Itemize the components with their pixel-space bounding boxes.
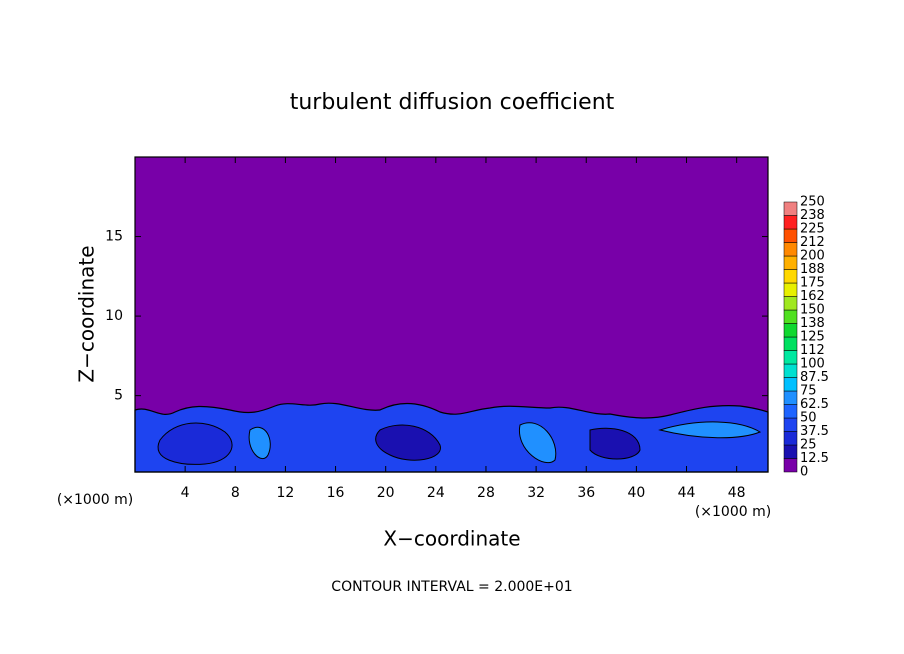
x-tick-label: 32 [527, 485, 545, 501]
plot-area [134, 156, 769, 473]
contour-note: CONTOUR INTERVAL = 2.000E+01 [331, 579, 572, 595]
x-tick-label: 44 [678, 485, 696, 501]
x-tick-label: 8 [231, 485, 240, 501]
colorbar-chip [783, 242, 798, 257]
x-tick-label: 40 [627, 485, 645, 501]
colorbar-label: 200 [800, 249, 825, 264]
colorbar-chip [783, 404, 798, 419]
colorbar-chip [783, 215, 798, 230]
field-patch [375, 424, 641, 461]
colorbar-chip [783, 431, 798, 446]
colorbar-label: 37.5 [800, 424, 829, 439]
colorbar-label: 112 [800, 343, 825, 358]
colorbar-chip [783, 282, 798, 297]
colorbar-chip [783, 363, 798, 378]
colorbar-label: 150 [800, 303, 825, 318]
colorbar-label: 175 [800, 276, 825, 291]
x-tick-label: 16 [327, 485, 345, 501]
colorbar-chip [783, 417, 798, 432]
colorbar-label: 50 [800, 411, 817, 426]
colorbar-label: 75 [800, 384, 817, 399]
colorbar-chip [783, 323, 798, 338]
colorbar-label: 100 [800, 357, 825, 372]
colorbar-chip [783, 269, 798, 284]
colorbar-label: 212 [800, 235, 825, 250]
y-axis-label: Z−coordinate [75, 245, 99, 382]
colorbar-chip [783, 309, 798, 324]
field-patch [248, 421, 762, 463]
colorbar-chip [783, 296, 798, 311]
colorbar-chip [783, 228, 798, 243]
colorbar-chip [783, 444, 798, 459]
x-tick-label: 4 [181, 485, 190, 501]
y-tick-label: 5 [114, 388, 123, 404]
colorbar-label: 25 [800, 438, 817, 453]
colorbar-label: 0 [800, 465, 808, 480]
y-unit-label: (×1000 m) [57, 492, 133, 508]
colorbar-label: 12.5 [800, 451, 829, 466]
colorbar-chip [783, 255, 798, 270]
x-unit-label: (×1000 m) [695, 504, 771, 520]
x-tick-label: 36 [577, 485, 595, 501]
colorbar-chip [783, 350, 798, 365]
chart-title: turbulent diffusion coefficient [290, 90, 615, 115]
colorbar-chip [783, 377, 798, 392]
colorbar-label: 87.5 [800, 370, 829, 385]
x-tick-label: 24 [427, 485, 445, 501]
colorbar-label: 225 [800, 222, 825, 237]
field-patch [157, 422, 233, 465]
plot-frame [134, 156, 769, 473]
colorbar-chip [783, 390, 798, 405]
colorbar-chip [783, 201, 798, 216]
colorbar-chip [783, 458, 798, 473]
colorbar-chip [783, 336, 798, 351]
colorbar-label: 250 [800, 195, 825, 210]
colorbar-label: 62.5 [800, 397, 829, 412]
y-tick-label: 15 [105, 229, 123, 245]
y-tick-label: 10 [105, 308, 123, 324]
colorbar-label: 162 [800, 289, 825, 304]
colorbar-label: 125 [800, 330, 825, 345]
colorbar-label: 188 [800, 262, 825, 277]
colorbar-label: 238 [800, 208, 825, 223]
x-axis-label: X−coordinate [383, 527, 520, 551]
colorbar-label: 138 [800, 316, 825, 331]
x-tick-label: 12 [277, 485, 295, 501]
x-tick-label: 28 [477, 485, 495, 501]
x-tick-label: 20 [377, 485, 395, 501]
x-tick-label: 48 [728, 485, 746, 501]
